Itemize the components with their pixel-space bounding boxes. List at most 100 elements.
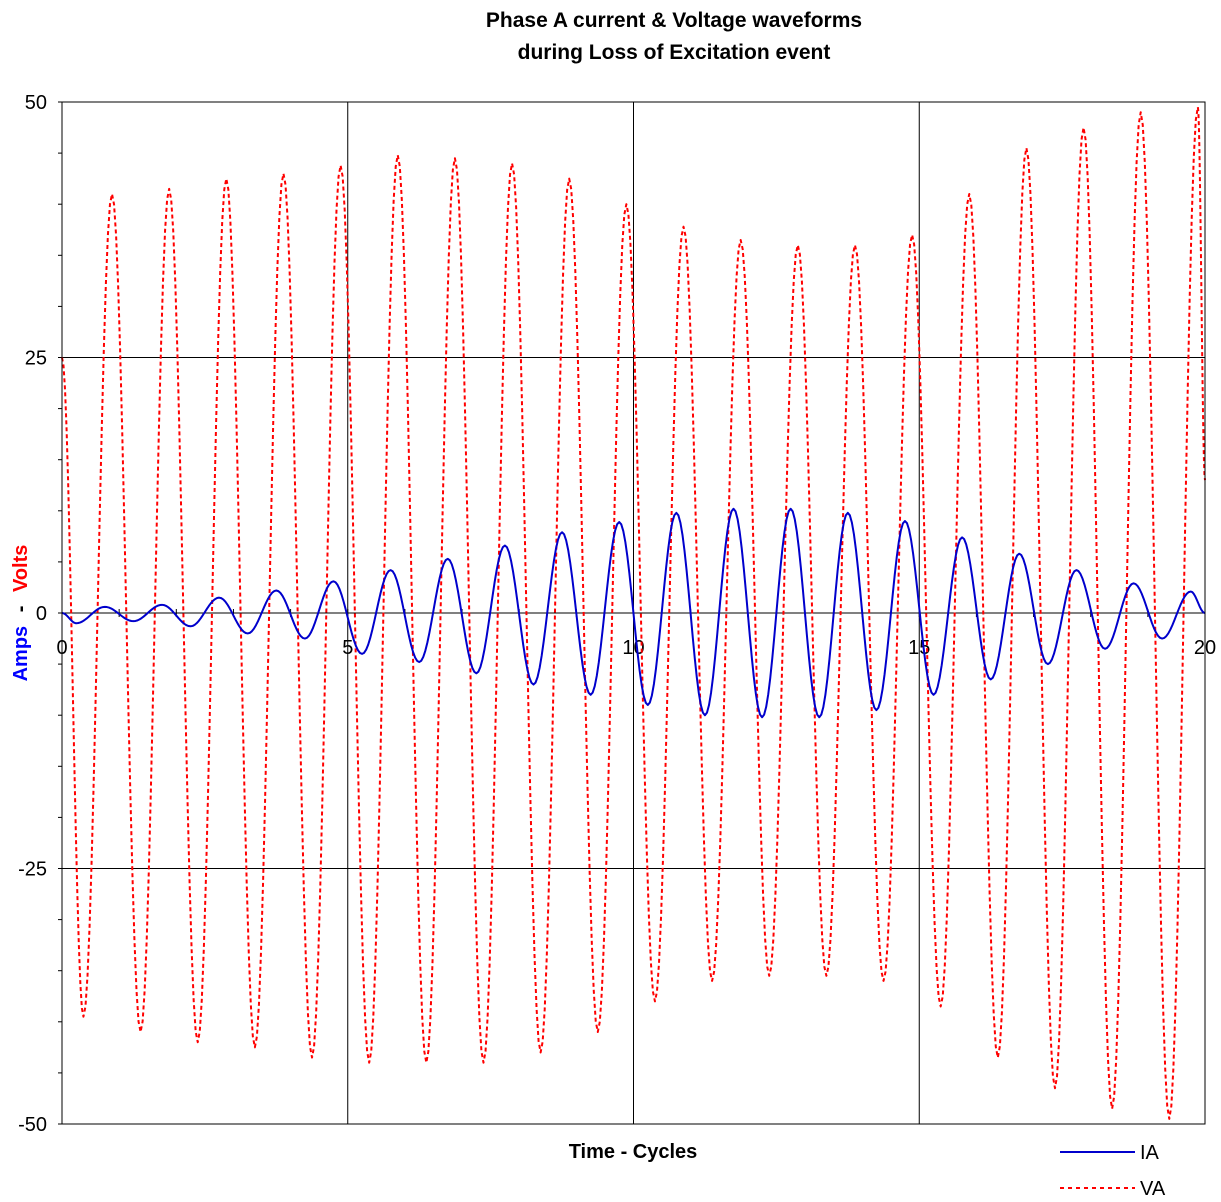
- data-point-va-39: [1169, 1118, 1170, 1119]
- data-point-ia-18: [562, 532, 563, 533]
- data-point-ia-12: [390, 570, 391, 571]
- data-point-ia-14: [447, 558, 448, 559]
- data-point-va-33: [997, 1057, 998, 1058]
- data-point-va-6: [226, 178, 227, 179]
- x-tick-label-2: 10: [622, 637, 644, 659]
- x-tick-label-1: 5: [342, 637, 353, 659]
- data-point-va-18: [569, 178, 570, 179]
- data-point-va-7: [254, 1047, 255, 1048]
- data-point-ia-30: [904, 521, 905, 522]
- data-point-ia-23: [704, 715, 705, 716]
- data-point-va-35: [1054, 1088, 1055, 1089]
- data-point-va-11: [369, 1062, 370, 1063]
- data-point-ia-31: [933, 694, 934, 695]
- y-tick-labels: 50 25 0 -25 -50: [18, 92, 47, 1136]
- data-point-va-5: [197, 1042, 198, 1043]
- data-point-va-20: [626, 204, 627, 205]
- data-point-ia-32: [962, 537, 963, 538]
- series-line-va: [61, 106, 1206, 1120]
- data-point-va-28: [854, 245, 855, 246]
- data-point-va-31: [940, 1006, 941, 1007]
- data-point-va-10: [340, 165, 341, 166]
- legend: IA VA: [1060, 1142, 1166, 1200]
- data-point-ia-21: [647, 704, 648, 705]
- data-point-ia-5: [190, 626, 191, 627]
- data-point-va-21: [654, 1001, 655, 1002]
- data-point-va-29: [883, 980, 884, 981]
- data-point-ia-4: [162, 604, 163, 605]
- y-tick-label-1: 25: [25, 348, 47, 370]
- data-point-ia-6: [219, 597, 220, 598]
- data-point-va-4: [169, 188, 170, 189]
- data-point-va-19: [597, 1032, 598, 1033]
- data-point-va-8: [283, 173, 284, 174]
- x-axis-label: Time - Cycles: [569, 1141, 698, 1163]
- data-point-va-24: [740, 239, 741, 240]
- data-point-va-15: [483, 1062, 484, 1063]
- data-point-va-34: [1026, 147, 1027, 148]
- data-point-va-27: [826, 975, 827, 976]
- data-point-va-2: [112, 193, 113, 194]
- data-point-ia-36: [1076, 570, 1077, 571]
- data-point-ia-20: [619, 522, 620, 523]
- data-point-va-22: [683, 226, 684, 227]
- data-point-va-37: [1112, 1108, 1113, 1109]
- data-point-va-16: [512, 163, 513, 164]
- data-point-va-14: [454, 158, 455, 159]
- chart-title-line-1: Phase A current & Voltage waveforms: [486, 9, 862, 32]
- y-tick-label-0: 50: [25, 92, 47, 114]
- data-point-ia-7: [247, 633, 248, 634]
- data-point-va-23: [712, 980, 713, 981]
- series-line-ia: [61, 507, 1206, 719]
- data-point-va-9: [312, 1057, 313, 1058]
- data-point-ia-35: [1047, 664, 1048, 665]
- data-point-va-12: [397, 155, 398, 156]
- data-point-va-36: [1083, 127, 1084, 128]
- y-axis-label-volts: Volts: [10, 545, 32, 592]
- data-point-ia-10: [333, 581, 334, 582]
- data-point-ia-11: [362, 653, 363, 654]
- y-tick-label-4: -50: [18, 1114, 47, 1136]
- data-point-ia-17: [533, 684, 534, 685]
- data-point-ia-39: [1162, 638, 1163, 639]
- y-axis-label-amps: Amps: [10, 626, 32, 682]
- data-point-ia-25: [762, 717, 763, 718]
- data-point-ia-8: [276, 590, 277, 591]
- plot-frame: [61, 101, 1206, 1125]
- data-point-ia-9: [304, 638, 305, 639]
- data-point-va-13: [426, 1062, 427, 1063]
- data-point-va-26: [797, 245, 798, 246]
- data-point-ia-38: [1133, 583, 1134, 584]
- data-point-ia-27: [819, 717, 820, 718]
- data-point-va-1: [83, 1016, 84, 1017]
- series-va: [61, 106, 1206, 1120]
- data-point-ia-37: [1104, 648, 1105, 649]
- data-point-va-25: [769, 975, 770, 976]
- data-point-va-3: [140, 1032, 141, 1033]
- y-axis-label-separator: -: [10, 606, 32, 613]
- data-point-ia-16: [504, 545, 505, 546]
- data-point-va-17: [540, 1052, 541, 1053]
- data-point-va-30: [912, 234, 913, 235]
- data-point-ia-19: [590, 694, 591, 695]
- data-point-va-40: [1197, 107, 1198, 108]
- data-point-ia-34: [1019, 553, 1020, 554]
- data-point-ia-26: [790, 508, 791, 509]
- data-point-ia-24: [733, 508, 734, 509]
- y-axis-label: Amps - Volts: [10, 545, 32, 682]
- chart-title-line-2: during Loss of Excitation event: [518, 41, 831, 64]
- data-point-ia-13: [419, 662, 420, 663]
- data-point-ia-1: [76, 623, 77, 624]
- data-point-ia-29: [876, 710, 877, 711]
- series-ia: [61, 507, 1206, 719]
- y-tick-label-2: 0: [36, 603, 47, 625]
- legend-label-va: VA: [1140, 1178, 1166, 1200]
- y-tick-label-3: -25: [18, 859, 47, 881]
- legend-label-ia: IA: [1140, 1142, 1160, 1164]
- data-point-ia-3: [133, 621, 134, 622]
- data-point-ia-28: [847, 512, 848, 513]
- data-point-ia-15: [476, 673, 477, 674]
- data-point-ia-40: [1190, 591, 1191, 592]
- data-point-va-38: [1140, 112, 1141, 113]
